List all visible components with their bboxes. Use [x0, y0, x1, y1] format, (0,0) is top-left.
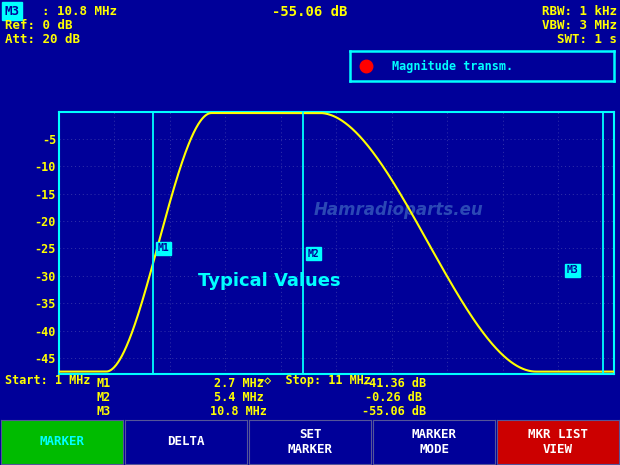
Text: Typical Values: Typical Values [198, 272, 340, 290]
Text: M3: M3 [5, 5, 20, 18]
Text: M2: M2 [308, 249, 319, 259]
Text: SET
MARKER: SET MARKER [288, 428, 332, 456]
Text: -41.36 dB: -41.36 dB [361, 377, 426, 390]
Text: Ref: 0 dB: Ref: 0 dB [5, 19, 73, 32]
Text: MARKER
MODE: MARKER MODE [412, 428, 456, 456]
Text: 5.4 MHz: 5.4 MHz [214, 391, 264, 404]
Text: M3: M3 [567, 266, 578, 275]
Text: VBW: 3 MHz: VBW: 3 MHz [542, 19, 617, 32]
Text: M1: M1 [96, 377, 110, 390]
Text: Att: 20 dB: Att: 20 dB [5, 33, 80, 46]
Text: -0.26 dB: -0.26 dB [365, 391, 422, 404]
Text: MARKER: MARKER [40, 436, 84, 448]
Text: 10.8 MHz: 10.8 MHz [210, 405, 267, 418]
Text: M3: M3 [96, 405, 110, 418]
Text: 2.7 MHz: 2.7 MHz [214, 377, 264, 390]
Text: Hamradioparts.eu: Hamradioparts.eu [314, 201, 484, 219]
Text: M2: M2 [96, 391, 110, 404]
Text: SWT: 1 s: SWT: 1 s [557, 33, 617, 46]
Text: -55.06 dB: -55.06 dB [272, 5, 348, 19]
Text: -55.06 dB: -55.06 dB [361, 405, 426, 418]
Text: Magnitude transm.: Magnitude transm. [392, 60, 513, 73]
Text: MKR LIST
VIEW: MKR LIST VIEW [528, 428, 588, 456]
Text: DELTA: DELTA [167, 436, 205, 448]
Text: RBW: 1 kHz: RBW: 1 kHz [542, 5, 617, 18]
Text: M1: M1 [157, 244, 169, 253]
Text: ⬅◇  Stop: 11 MHz: ⬅◇ Stop: 11 MHz [257, 374, 371, 387]
Text: : 10.8 MHz: : 10.8 MHz [42, 5, 117, 18]
Text: Start: 1 MHz: Start: 1 MHz [5, 374, 91, 387]
